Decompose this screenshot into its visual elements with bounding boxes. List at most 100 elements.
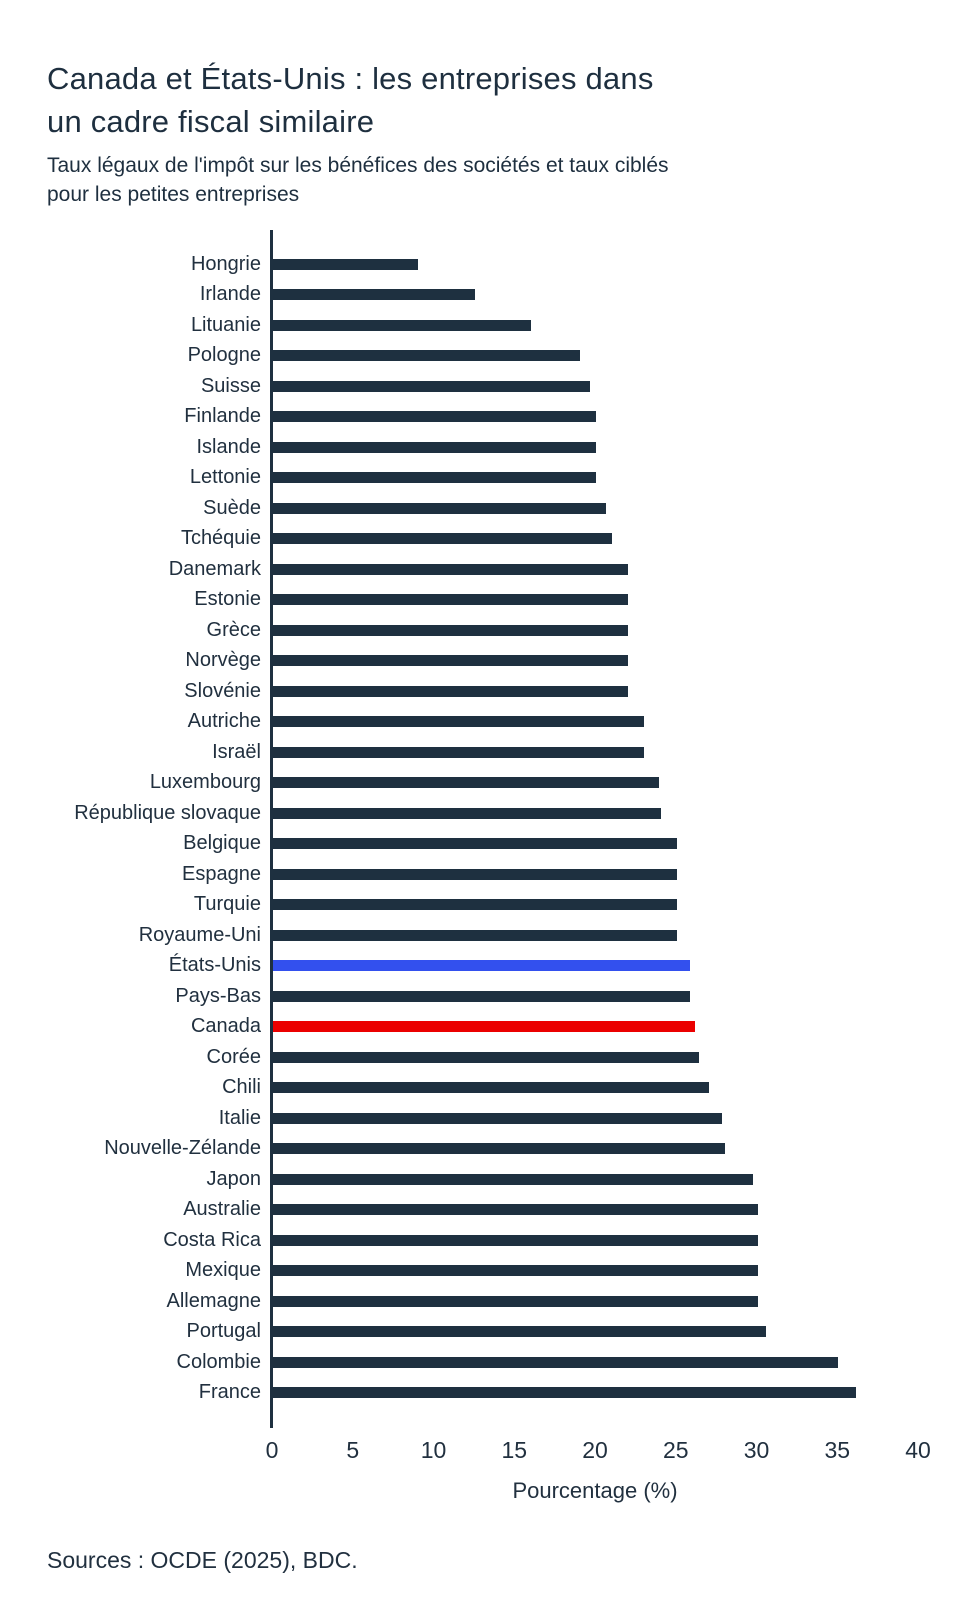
country-label: Tchéquie	[180, 527, 261, 550]
country-label: Japon	[206, 1167, 262, 1190]
bar	[273, 838, 677, 849]
country-label: Norvège	[185, 649, 261, 672]
bar	[273, 990, 690, 1002]
country-label: Allemagne	[166, 1289, 261, 1312]
bar-row: Islande	[0, 432, 960, 463]
bar-row: Royaume-Uni	[0, 920, 960, 951]
bar-row: Pays-Bas	[0, 981, 960, 1012]
country-label: Estonie	[194, 588, 261, 611]
country-label: Finlande	[184, 405, 261, 428]
bar-row: Mexique	[0, 1255, 960, 1286]
bar	[273, 594, 629, 605]
bar	[273, 960, 690, 971]
country-label: République slovaque	[74, 801, 261, 824]
country-label: Belgique	[183, 832, 261, 855]
bar-row: Colombie	[0, 1347, 960, 1378]
country-label: Grèce	[206, 618, 261, 641]
bar-row: Norvège	[0, 645, 960, 676]
bar	[273, 685, 629, 697]
country-label: Autriche	[187, 710, 261, 733]
bar-row: France	[0, 1377, 960, 1408]
x-axis-tick-label: 35	[824, 1437, 851, 1463]
bar-row: Slovénie	[0, 676, 960, 707]
country-label: Danemark	[168, 557, 261, 580]
country-label: Costa Rica	[163, 1228, 261, 1251]
bar	[273, 655, 629, 666]
bar	[273, 1387, 856, 1398]
bar-chart: Hongrie Irlande Lituanie Pologne Suisse Finla…	[0, 230, 960, 1520]
country-label: Israël	[212, 740, 261, 763]
bar	[273, 411, 596, 422]
bar-row: Corée	[0, 1042, 960, 1073]
chart-title-line-2: un cadre fiscal similaire	[47, 103, 375, 139]
country-label: Suède	[203, 496, 261, 519]
bar-row: Australie	[0, 1194, 960, 1225]
bar-row: États-Unis	[0, 950, 960, 981]
country-label: Mexique	[185, 1259, 261, 1282]
country-label: Hongrie	[190, 252, 261, 275]
bar-row: Turquie	[0, 889, 960, 920]
bar	[273, 289, 475, 300]
bar	[273, 563, 629, 575]
country-label: Canada	[190, 1015, 261, 1038]
x-axis-tick-label: 5	[346, 1437, 360, 1463]
country-label: Islande	[196, 435, 262, 458]
country-label: Slovénie	[184, 679, 261, 702]
bar	[273, 472, 596, 483]
country-label: Colombie	[176, 1350, 261, 1373]
bar	[273, 380, 590, 392]
country-label: France	[198, 1381, 261, 1404]
bar-row: Lettonie	[0, 462, 960, 493]
bar-row: Danemark	[0, 554, 960, 585]
country-label: Espagne	[182, 862, 261, 885]
bar	[273, 807, 661, 819]
country-label: Portugal	[186, 1320, 262, 1343]
bar	[273, 868, 677, 880]
bar	[273, 929, 677, 941]
country-label: Turquie	[193, 893, 261, 916]
bar	[273, 350, 580, 361]
x-axis-tick-label: 20	[582, 1437, 608, 1463]
bar-row: Italie	[0, 1103, 960, 1134]
bar	[273, 1204, 758, 1215]
country-label: États-Unis	[168, 954, 261, 977]
bar-row: Finlande	[0, 401, 960, 432]
bar-row: Estonie	[0, 584, 960, 615]
bar-row: Pologne	[0, 340, 960, 371]
x-axis-tick-label: 0	[265, 1437, 279, 1463]
bar	[273, 1112, 722, 1124]
bar	[273, 1265, 758, 1276]
bar-row: Canada	[0, 1011, 960, 1042]
bar	[273, 1143, 726, 1154]
bar-row: Tchéquie	[0, 523, 960, 554]
bar	[273, 716, 645, 727]
bar-row: Belgique	[0, 828, 960, 859]
x-axis-tick-label: 15	[501, 1437, 528, 1463]
country-label: Royaume-Uni	[138, 923, 261, 946]
bar-row: Portugal	[0, 1316, 960, 1347]
chart-title-line-1: Canada et États-Unis : les entreprises d…	[47, 60, 654, 96]
country-label: Irlande	[199, 283, 261, 306]
country-label: Corée	[206, 1045, 261, 1068]
country-label: Pologne	[187, 344, 261, 367]
x-axis-label: Pourcentage (%)	[512, 1478, 678, 1503]
chart-title: Canada et États-Unis : les entreprises d…	[47, 57, 787, 143]
chart-subtitle-line-2: pour les petites entreprises	[47, 183, 300, 206]
country-label: Chili	[222, 1076, 261, 1099]
country-label: Luxembourg	[149, 771, 261, 794]
bar	[273, 1295, 758, 1307]
country-label: Lettonie	[189, 466, 261, 489]
bar-row: Suisse	[0, 371, 960, 402]
x-axis-tick-label: 40	[905, 1437, 931, 1463]
bar	[273, 533, 613, 544]
x-axis-tick-label: 30	[743, 1437, 770, 1463]
country-label: Australie	[183, 1198, 261, 1221]
bar-row: Allemagne	[0, 1286, 960, 1317]
bar	[273, 1234, 758, 1246]
bar-row: Suède	[0, 493, 960, 524]
bar-row: Autriche	[0, 706, 960, 737]
bar	[273, 624, 629, 636]
bar-row: Costa Rica	[0, 1225, 960, 1256]
bar-row: Chili	[0, 1072, 960, 1103]
